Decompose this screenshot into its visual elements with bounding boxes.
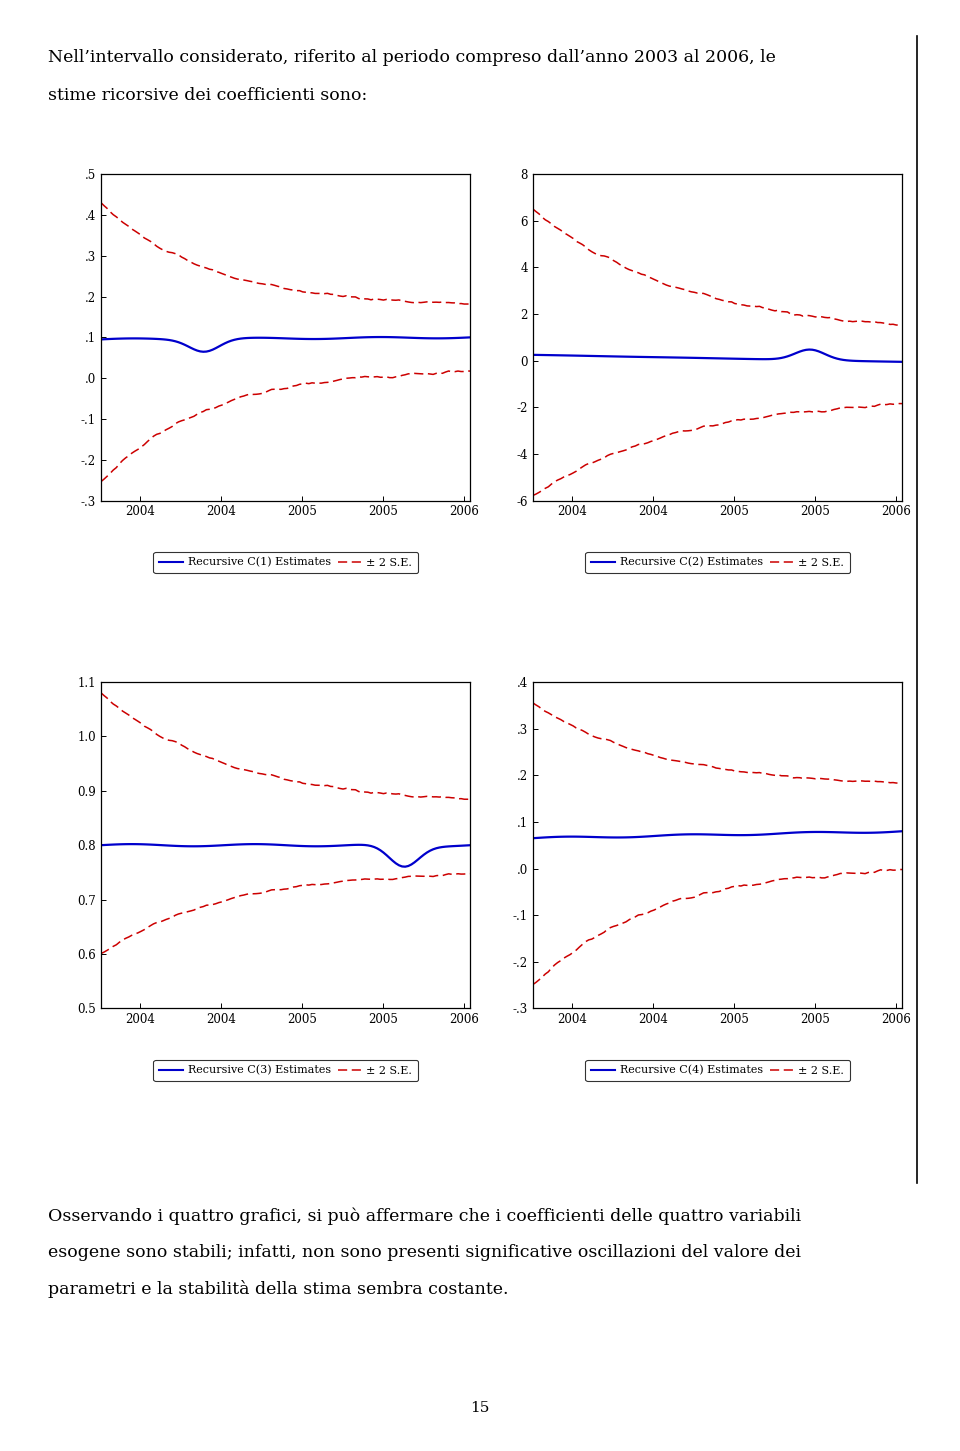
Legend: Recursive C(2) Estimates, ± 2 S.E.: Recursive C(2) Estimates, ± 2 S.E. (586, 551, 850, 573)
Legend: Recursive C(1) Estimates, ± 2 S.E.: Recursive C(1) Estimates, ± 2 S.E. (154, 551, 418, 573)
Text: Osservando i quattro grafici, si può affermare che i coefficienti delle quattro : Osservando i quattro grafici, si può aff… (48, 1207, 802, 1225)
Legend: Recursive C(4) Estimates, ± 2 S.E.: Recursive C(4) Estimates, ± 2 S.E. (586, 1059, 850, 1081)
Text: esogene sono stabili; infatti, non sono presenti significative oscillazioni del : esogene sono stabili; infatti, non sono … (48, 1244, 801, 1261)
Text: stime ricorsive dei coefficienti sono:: stime ricorsive dei coefficienti sono: (48, 87, 368, 104)
Legend: Recursive C(3) Estimates, ± 2 S.E.: Recursive C(3) Estimates, ± 2 S.E. (154, 1059, 418, 1081)
Text: parametri e la stabilità della stima sembra costante.: parametri e la stabilità della stima sem… (48, 1280, 509, 1297)
Text: 15: 15 (470, 1400, 490, 1415)
Text: Nell’intervallo considerato, riferito al periodo compreso dall’anno 2003 al 2006: Nell’intervallo considerato, riferito al… (48, 49, 776, 67)
